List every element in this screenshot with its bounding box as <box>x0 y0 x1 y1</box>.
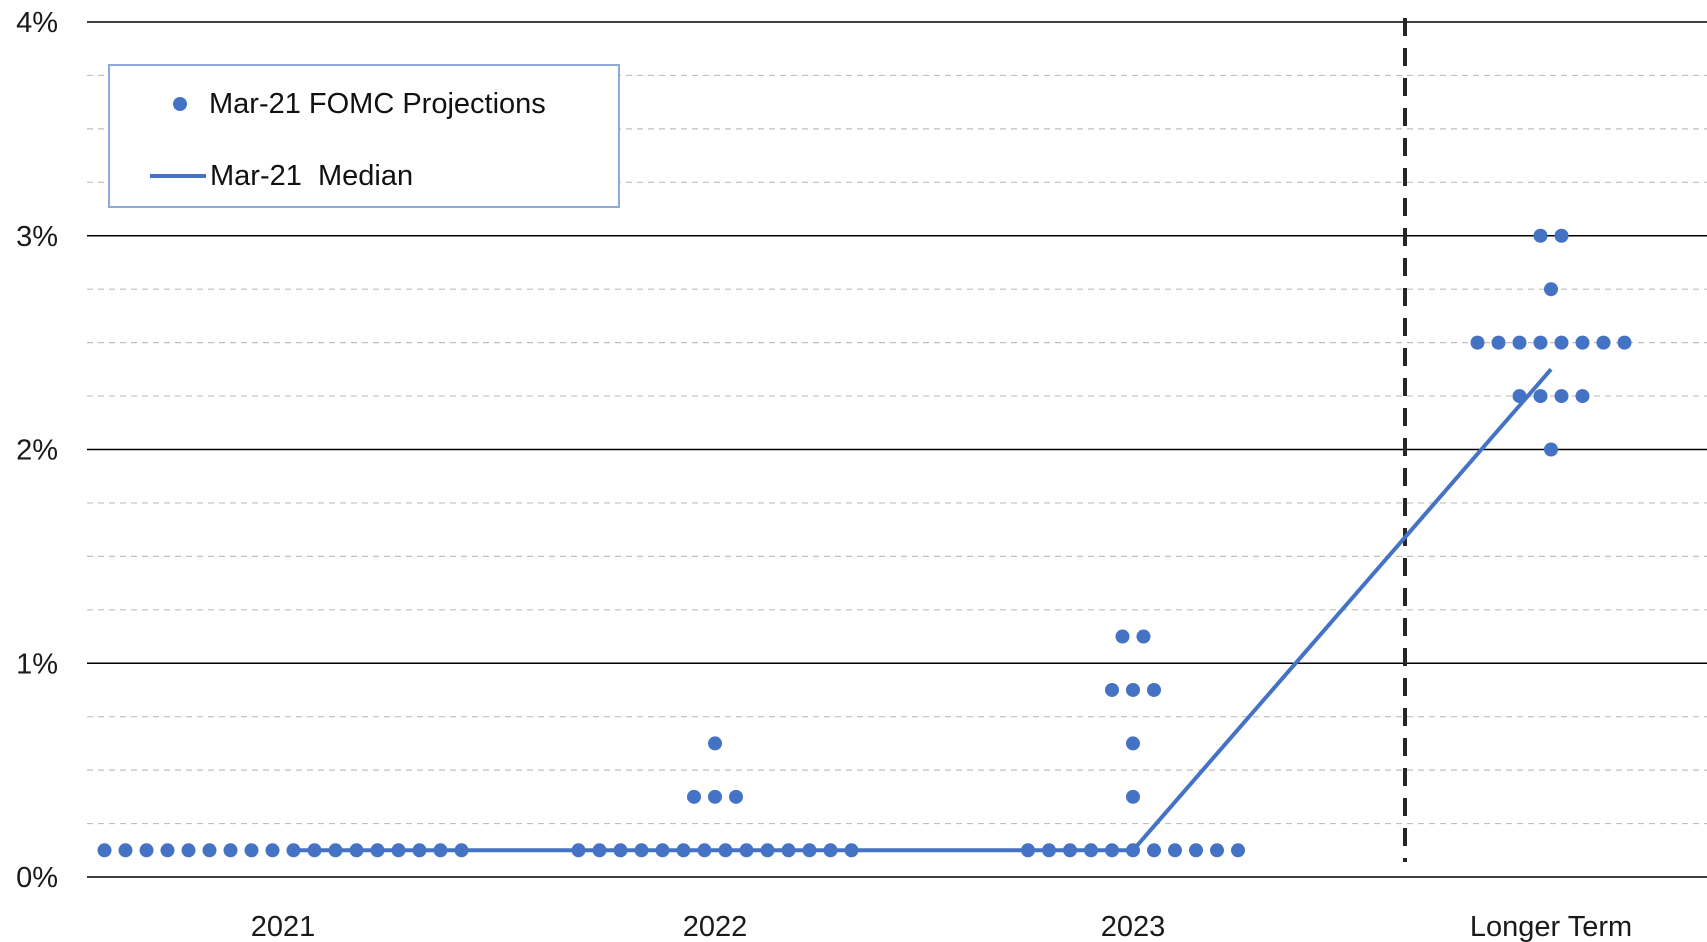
projection-dot <box>349 843 364 858</box>
legend-label-median: Mar-21 Median <box>210 159 414 192</box>
projection-dot <box>687 789 701 804</box>
legend-item-median: Mar-21 Median <box>110 156 413 196</box>
projection-dot <box>1544 442 1558 457</box>
projection-dot <box>265 843 280 858</box>
x-tick-label: 2022 <box>683 911 748 942</box>
projection-dot <box>1189 843 1203 858</box>
projection-dot <box>739 843 754 858</box>
projection-dot <box>1512 389 1527 404</box>
projection-dot <box>1105 843 1119 858</box>
projection-dot <box>1126 682 1140 697</box>
projection-dot <box>1126 789 1140 804</box>
y-tick-label: 2% <box>16 435 58 467</box>
projection-dot <box>1575 389 1590 404</box>
projection-dot <box>729 789 743 804</box>
projection-dot <box>433 843 448 858</box>
projection-dot <box>760 843 775 858</box>
median-line <box>300 368 1553 853</box>
projection-dot <box>1063 843 1077 858</box>
projection-dot <box>571 843 586 858</box>
projection-dot <box>1596 335 1611 350</box>
median-line-layer <box>300 368 1553 853</box>
projection-dot <box>1042 843 1056 858</box>
projection-dot <box>328 843 343 858</box>
projection-dot <box>708 736 722 751</box>
legend-line-marker <box>150 174 206 178</box>
projection-dot <box>697 843 712 858</box>
projection-dot <box>1533 389 1548 404</box>
projection-dot <box>1105 682 1119 697</box>
projection-dot <box>1554 389 1569 404</box>
projection-dot <box>708 789 722 804</box>
projection-dot <box>1533 228 1548 243</box>
projection-dot <box>223 843 238 858</box>
projection-dot <box>718 843 733 858</box>
projection-dots-layer <box>97 228 1632 858</box>
projection-dot <box>181 843 196 858</box>
projection-dot <box>634 843 649 858</box>
projection-dot <box>1554 228 1569 243</box>
y-tick-label: 1% <box>16 648 58 680</box>
projection-dot <box>655 843 670 858</box>
projection-dot <box>823 843 838 858</box>
projection-dot <box>592 843 607 858</box>
projection-dot <box>370 843 385 858</box>
projection-dot <box>1115 629 1130 644</box>
projection-dot <box>139 843 154 858</box>
legend-item-projections: Mar-21 FOMC Projections <box>110 84 546 124</box>
projection-dot <box>97 843 112 858</box>
x-tick-label: Longer Term <box>1470 911 1632 942</box>
projection-dot <box>1512 335 1527 350</box>
projection-dot <box>1126 843 1140 858</box>
projection-dot <box>454 843 469 858</box>
projection-dot <box>781 843 796 858</box>
x-tick-label: 2023 <box>1101 911 1166 942</box>
projection-dot <box>1210 843 1224 858</box>
y-tick-label: 4% <box>16 7 58 39</box>
projection-dot <box>1021 843 1035 858</box>
projection-dot <box>307 843 322 858</box>
projection-dot <box>613 843 628 858</box>
legend: Mar-21 FOMC Projections Mar-21 Median <box>108 64 620 208</box>
projection-dot <box>1147 682 1161 697</box>
projection-dot <box>244 843 259 858</box>
projection-dot <box>412 843 427 858</box>
projection-dot <box>1231 843 1245 858</box>
projection-dot <box>1470 335 1485 350</box>
legend-dot-marker <box>173 97 187 111</box>
projection-dot <box>1136 629 1151 644</box>
projection-dot <box>202 843 217 858</box>
projection-dot <box>1126 736 1140 751</box>
projection-dot <box>1544 282 1558 297</box>
projection-dot <box>1147 843 1161 858</box>
projection-dot <box>676 843 691 858</box>
projection-dot <box>286 843 301 858</box>
y-tick-label: 0% <box>16 862 58 894</box>
projection-dot <box>118 843 133 858</box>
axis-labels-layer: 0% 1% 2% 3% 4% 2021 2022 2023 Longer Term <box>16 7 1632 942</box>
projection-dot <box>1575 335 1590 350</box>
gridlines <box>87 18 1707 878</box>
projection-dot <box>1491 335 1506 350</box>
projection-dot <box>1533 335 1548 350</box>
legend-label-projections: Mar-21 FOMC Projections <box>209 87 546 120</box>
projection-dot <box>1084 843 1098 858</box>
projection-dot <box>160 843 175 858</box>
projection-dot <box>844 843 859 858</box>
projection-dot <box>1168 843 1182 858</box>
y-tick-label: 3% <box>16 221 58 253</box>
projection-dot <box>1617 335 1632 350</box>
x-tick-label: 2021 <box>251 911 316 942</box>
projection-dot <box>391 843 406 858</box>
projection-dot <box>1554 335 1569 350</box>
projection-dot <box>802 843 817 858</box>
